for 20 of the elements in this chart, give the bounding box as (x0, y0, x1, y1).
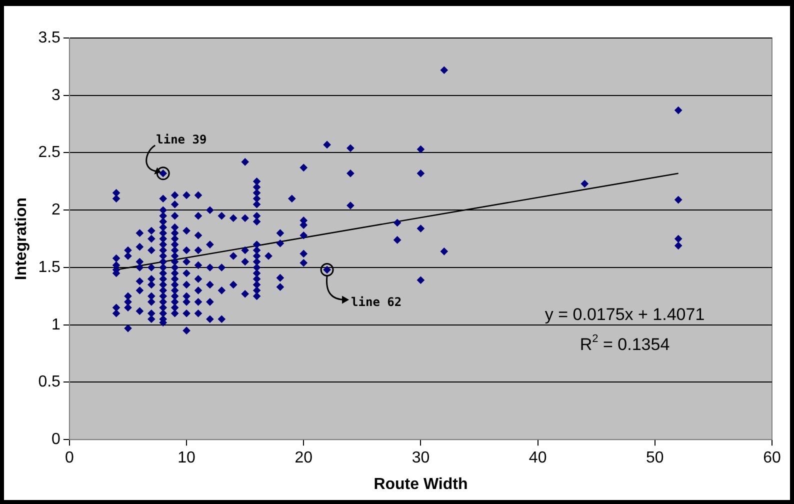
y-tick-label: 1.5 (38, 258, 61, 276)
annotation: y = 0.0175x + 1.4071 (544, 304, 705, 324)
annotation: line 62 (351, 294, 402, 309)
x-tick-label: 10 (178, 450, 196, 467)
y-axis-title: Integration (13, 197, 30, 280)
y-tick-label: 0.5 (38, 374, 61, 391)
annotation: line 39 (156, 132, 207, 146)
y-tick-label: 3 (52, 86, 61, 104)
x-tick-label: 40 (528, 450, 547, 467)
y-tick-label: 2.5 (38, 144, 61, 162)
x-tick-label: 0 (64, 450, 74, 467)
y-tick-label: 1 (52, 316, 61, 334)
x-axis-title: Route Width (374, 476, 468, 493)
y-tick-label: 3.5 (38, 29, 61, 46)
y-tick-label: 2 (52, 202, 61, 219)
y-tick-label: 0 (52, 431, 61, 448)
x-tick-label: 60 (763, 450, 781, 467)
x-tick-label: 20 (294, 450, 313, 467)
x-tick-label: 30 (412, 450, 430, 467)
x-tick-label: 50 (646, 450, 664, 467)
